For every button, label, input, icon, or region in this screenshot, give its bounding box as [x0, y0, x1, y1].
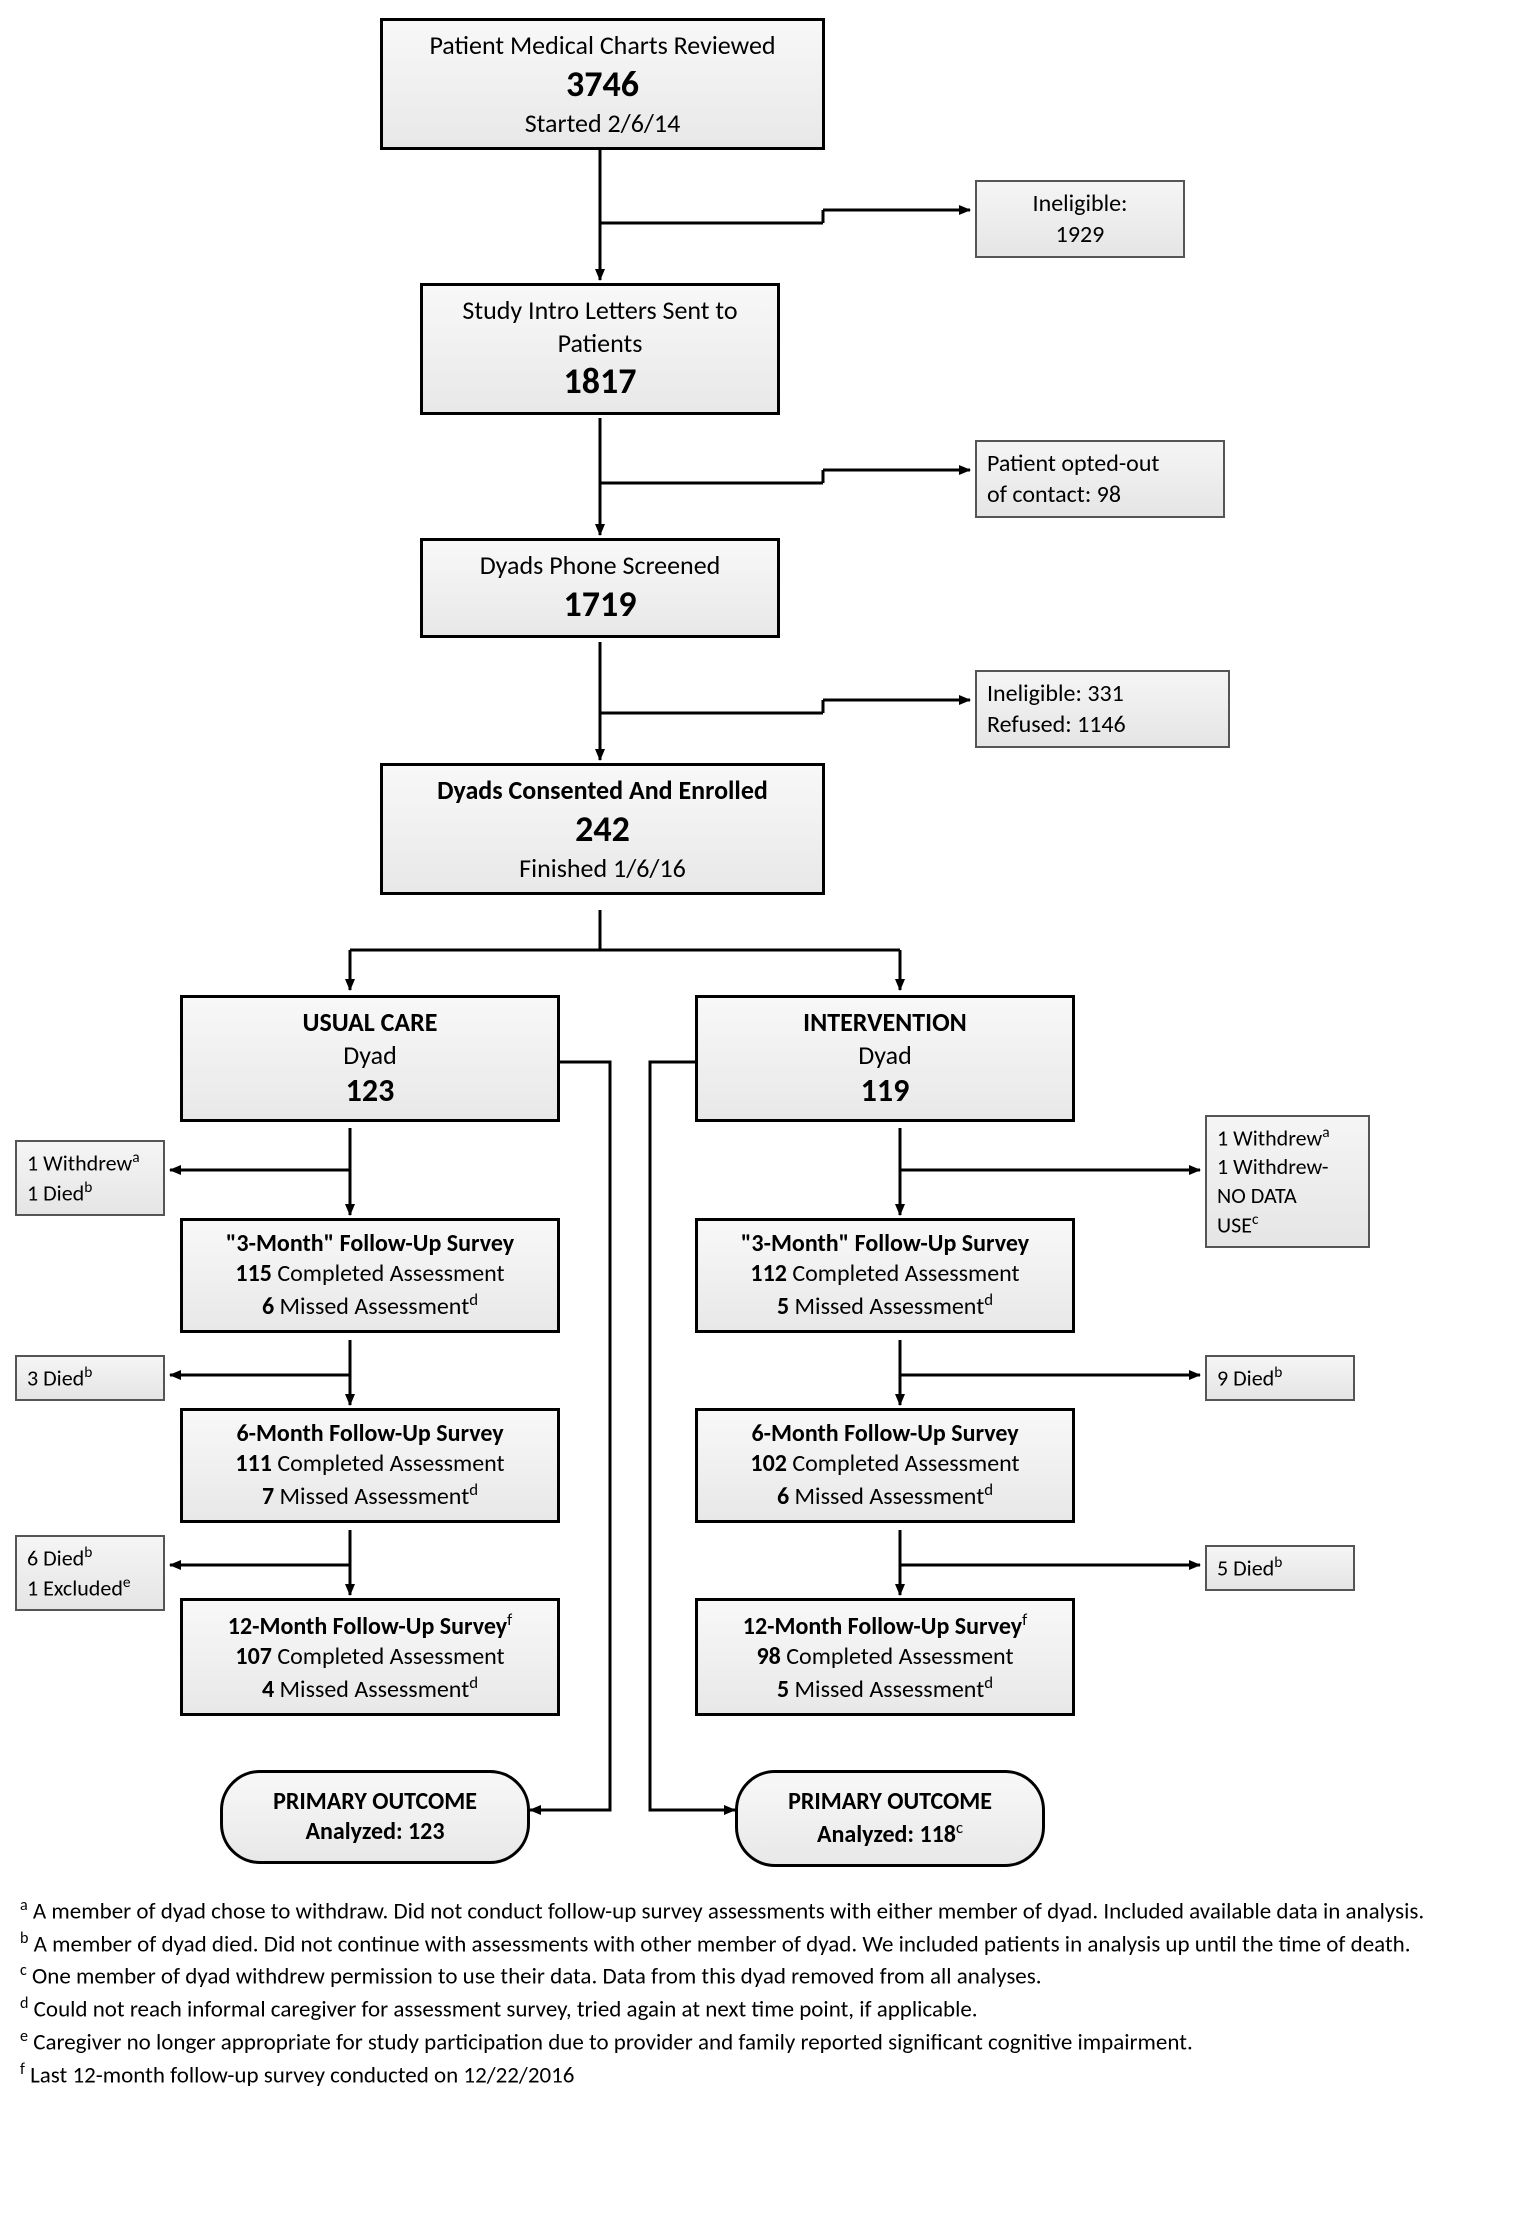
- node-iv-6m: 6-Month Follow-Up Survey 102 Completed A…: [695, 1408, 1075, 1523]
- outcome-intervention: PRIMARY OUTCOME Analyzed: 118c: [735, 1770, 1045, 1867]
- count: 3746: [393, 62, 812, 107]
- count: 242: [393, 807, 812, 852]
- node-uc-12m: 12-Month Follow-Up Surveyf 107 Completed…: [180, 1598, 560, 1716]
- flowchart-canvas: Patient Medical Charts Reviewed 3746 Sta…: [0, 0, 1524, 2215]
- node-uc-3m: "3-Month" Follow-Up Survey 115 Completed…: [180, 1218, 560, 1333]
- side-opted-out: Patient opted-out of contact: 98: [975, 440, 1225, 518]
- side-iv-exit-3m: 1 Withdrewa 1 Withdrew- NO DATA USEc: [1205, 1115, 1370, 1248]
- side-ineligible-1: Ineligible: 1929: [975, 180, 1185, 258]
- node-phone-screened: Dyads Phone Screened 1719: [420, 538, 780, 638]
- label-l2: Patients: [433, 327, 767, 360]
- count: 1817: [433, 359, 767, 404]
- label: Dyads Consented And Enrolled: [393, 774, 812, 807]
- outcome-usual-care: PRIMARY OUTCOME Analyzed: 123: [220, 1770, 530, 1864]
- label-l1: Study Intro Letters Sent to: [433, 294, 767, 327]
- node-letters-sent: Study Intro Letters Sent to Patients 181…: [420, 283, 780, 415]
- side-uc-exit-6m: 3 Diedb: [15, 1355, 165, 1401]
- node-charts-reviewed: Patient Medical Charts Reviewed 3746 Sta…: [380, 18, 825, 150]
- node-iv-12m: 12-Month Follow-Up Surveyf 98 Completed …: [695, 1598, 1075, 1716]
- side-iv-exit-12m: 5 Diedb: [1205, 1545, 1355, 1591]
- sublabel: Finished 1/6/16: [393, 852, 812, 885]
- side-uc-exit-12m: 6 Diedb 1 Excludede: [15, 1535, 165, 1611]
- footnotes: a A member of dyad chose to withdraw. Di…: [20, 1895, 1500, 2091]
- side-ineligible-refused: Ineligible: 331 Refused: 1146: [975, 670, 1230, 748]
- node-usual-care: USUAL CARE Dyad 123: [180, 995, 560, 1122]
- label: Patient Medical Charts Reviewed: [393, 29, 812, 62]
- node-uc-6m: 6-Month Follow-Up Survey 111 Completed A…: [180, 1408, 560, 1523]
- side-uc-exit-3m: 1 Withdrewa 1 Diedb: [15, 1140, 165, 1216]
- sublabel: Started 2/6/14: [393, 107, 812, 140]
- count: 1719: [433, 582, 767, 627]
- node-intervention: INTERVENTION Dyad 119: [695, 995, 1075, 1122]
- label: Dyads Phone Screened: [433, 549, 767, 582]
- side-iv-exit-6m: 9 Diedb: [1205, 1355, 1355, 1401]
- node-iv-3m: "3-Month" Follow-Up Survey 112 Completed…: [695, 1218, 1075, 1333]
- node-enrolled: Dyads Consented And Enrolled 242 Finishe…: [380, 763, 825, 895]
